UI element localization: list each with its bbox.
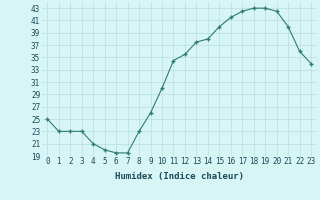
X-axis label: Humidex (Indice chaleur): Humidex (Indice chaleur) bbox=[115, 172, 244, 181]
